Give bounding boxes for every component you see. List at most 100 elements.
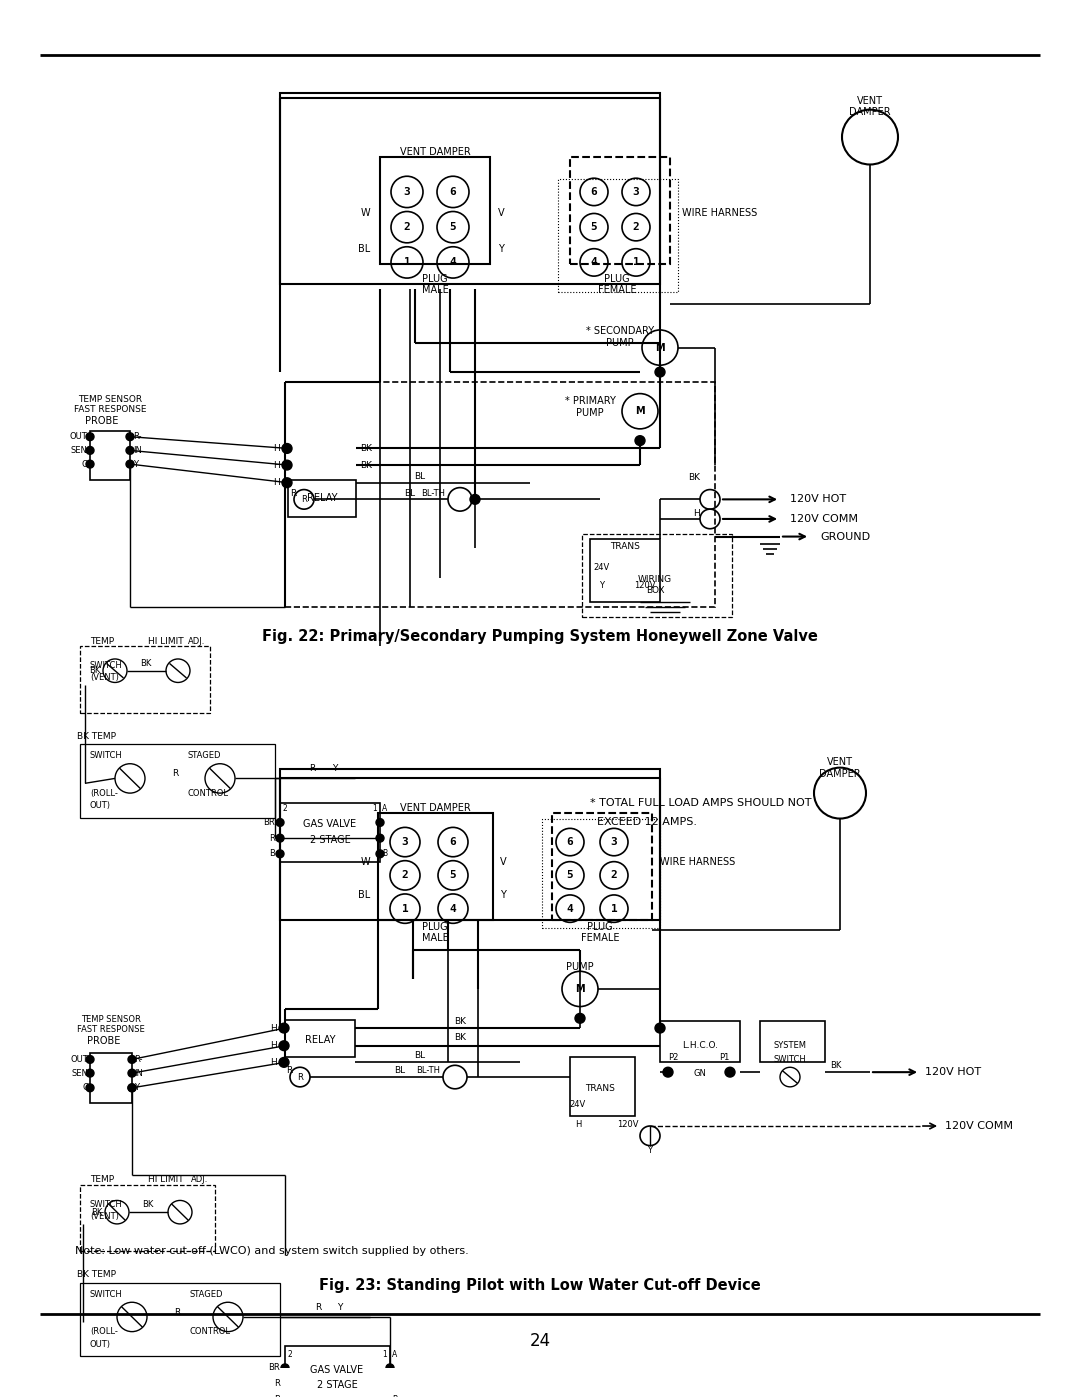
Text: R-: R- (134, 1055, 143, 1065)
Text: BL: BL (357, 890, 370, 900)
Text: GROUND: GROUND (820, 532, 870, 542)
Text: BL: BL (394, 1066, 406, 1074)
Circle shape (276, 834, 284, 842)
Text: R: R (289, 489, 296, 497)
Text: IN: IN (134, 1069, 143, 1077)
Text: Y: Y (134, 1083, 139, 1092)
Text: PUMP: PUMP (606, 338, 634, 348)
Text: BL: BL (404, 489, 416, 497)
Bar (285, 1020, 355, 1058)
Text: H: H (270, 1041, 276, 1051)
Text: 2: 2 (633, 222, 639, 232)
Text: R: R (297, 1073, 302, 1081)
Text: BK: BK (360, 461, 372, 469)
Text: 24: 24 (529, 1331, 551, 1350)
Text: A: A (382, 805, 388, 813)
Text: R: R (269, 834, 275, 842)
Bar (280, 768, 660, 921)
Text: Y: Y (599, 581, 605, 590)
Bar (582, 534, 732, 617)
Circle shape (126, 460, 134, 468)
Text: BK TEMP: BK TEMP (77, 1270, 116, 1280)
Text: 2: 2 (402, 870, 408, 880)
Text: STAGED: STAGED (190, 1289, 224, 1299)
Text: HI LIMIT: HI LIMIT (148, 1175, 184, 1185)
Text: MALE: MALE (421, 933, 448, 943)
Circle shape (86, 460, 94, 468)
Text: PLUG: PLUG (422, 274, 448, 284)
Text: (VENT): (VENT) (90, 1211, 119, 1221)
Bar (570, 156, 670, 264)
Text: 2 STAGE: 2 STAGE (310, 835, 350, 845)
Text: Y: Y (498, 243, 504, 254)
Text: H: H (575, 1119, 581, 1129)
Text: BR: BR (268, 1363, 280, 1372)
Circle shape (86, 447, 94, 454)
Text: 5: 5 (449, 222, 457, 232)
Text: BL: BL (357, 243, 370, 254)
Circle shape (276, 819, 284, 827)
Text: SWITCH: SWITCH (773, 1055, 807, 1065)
Text: 2: 2 (283, 805, 287, 813)
Text: 6: 6 (567, 837, 573, 847)
Text: * PRIMARY: * PRIMARY (565, 397, 616, 407)
Text: 2: 2 (610, 870, 618, 880)
Bar (660, 1021, 740, 1062)
Text: R: R (286, 1066, 292, 1074)
Text: ADJ.: ADJ. (188, 637, 205, 645)
Text: C: C (81, 460, 87, 468)
Text: V: V (500, 856, 507, 866)
Text: FAST RESPONSE: FAST RESPONSE (73, 405, 146, 414)
Text: BK: BK (831, 1060, 841, 1070)
Text: Fig. 23: Standing Pilot with Low Water Cut-off Device: Fig. 23: Standing Pilot with Low Water C… (319, 1278, 761, 1294)
Text: 2: 2 (404, 222, 410, 232)
Bar (570, 1058, 635, 1116)
Text: OUT: OUT (70, 1055, 87, 1065)
Text: 5: 5 (591, 222, 597, 232)
Circle shape (86, 1084, 94, 1091)
Text: PUMP: PUMP (566, 963, 594, 972)
Circle shape (282, 478, 292, 488)
Circle shape (86, 1069, 94, 1077)
Text: 3: 3 (633, 187, 639, 197)
Text: WIRE HARNESS: WIRE HARNESS (681, 208, 757, 218)
Text: M: M (635, 407, 645, 416)
Circle shape (376, 849, 384, 858)
Bar (80, 745, 275, 817)
Text: BL-TH: BL-TH (421, 489, 445, 497)
Text: TEMP SENSOR: TEMP SENSOR (81, 1014, 140, 1024)
Circle shape (279, 1058, 289, 1067)
Bar (285, 1347, 390, 1397)
Text: 120V COMM: 120V COMM (789, 514, 858, 524)
Text: BOX: BOX (646, 585, 664, 595)
Circle shape (386, 1380, 394, 1387)
Text: C: C (82, 1083, 87, 1092)
Circle shape (663, 1067, 673, 1077)
Text: PROBE: PROBE (85, 416, 119, 426)
Circle shape (282, 444, 292, 454)
Text: SWITCH: SWITCH (90, 752, 123, 760)
Text: 24V: 24V (594, 563, 610, 573)
Bar (760, 1021, 825, 1062)
Text: CONTROL: CONTROL (190, 1327, 231, 1336)
Circle shape (126, 433, 134, 440)
Text: FAST RESPONSE: FAST RESPONSE (77, 1024, 145, 1034)
Text: 1: 1 (373, 805, 377, 813)
Bar (280, 803, 380, 862)
Text: W: W (361, 856, 370, 866)
Bar (378, 813, 492, 921)
Text: 3: 3 (404, 187, 410, 197)
Text: V: V (498, 208, 504, 218)
Text: CONTROL: CONTROL (188, 788, 229, 798)
Text: SWITCH: SWITCH (90, 661, 123, 671)
Text: RELAY: RELAY (305, 1035, 335, 1045)
Bar (80, 647, 210, 712)
Text: P1: P1 (719, 1053, 730, 1062)
Text: PLUG: PLUG (422, 922, 448, 932)
Text: 1: 1 (404, 257, 410, 267)
Text: Y: Y (133, 460, 138, 468)
Text: * SECONDARY: * SECONDARY (586, 326, 654, 335)
Text: 3: 3 (402, 837, 408, 847)
Circle shape (86, 433, 94, 440)
Text: 1: 1 (633, 257, 639, 267)
